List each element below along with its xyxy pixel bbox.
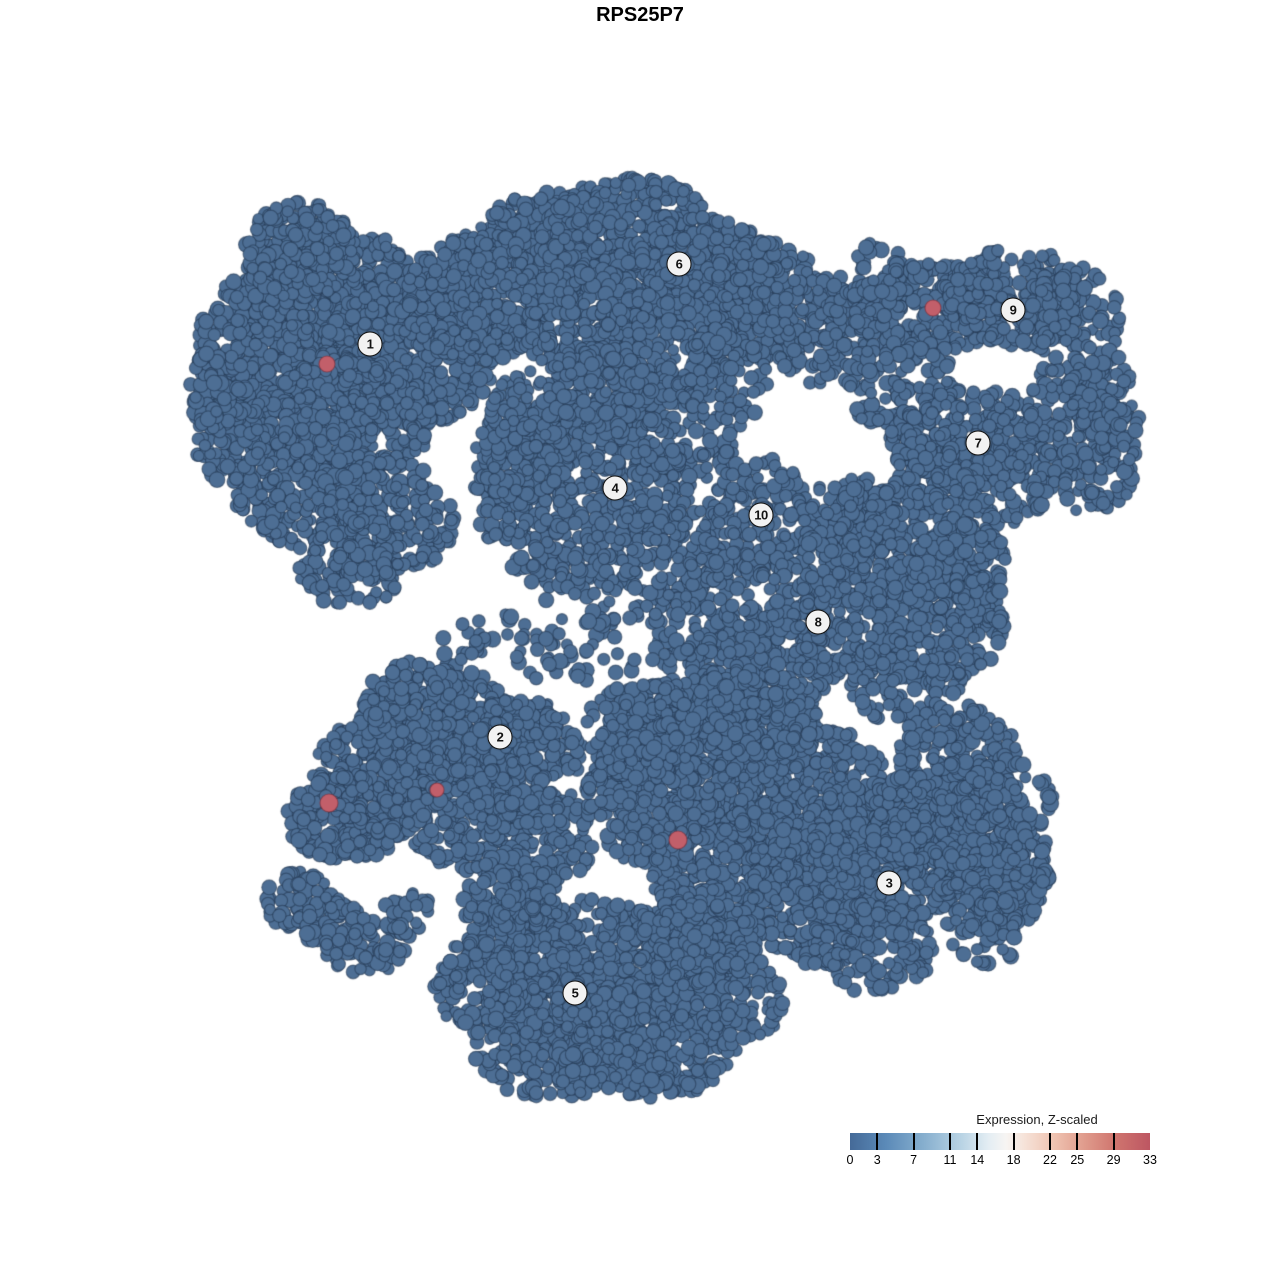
legend-tick-line [949, 1133, 951, 1150]
cluster-label-4: 4 [602, 475, 628, 501]
chart-title: RPS25P7 [596, 4, 684, 26]
cluster-label-5: 5 [562, 980, 588, 1006]
legend-title: Expression, Z-scaled [976, 1112, 1098, 1127]
legend-tick-label: 22 [1043, 1153, 1057, 1167]
cluster-label-6: 6 [666, 251, 692, 277]
legend-tick-label: 33 [1143, 1153, 1157, 1167]
legend-tick-label: 0 [846, 1153, 854, 1167]
legend-tick-label: 14 [970, 1153, 985, 1167]
cluster-label-8: 8 [805, 609, 831, 635]
cluster-label-2: 2 [487, 724, 513, 750]
cluster-label-3: 3 [876, 870, 902, 896]
legend-tick-line [1049, 1133, 1051, 1150]
legend-tick-label: 3 [873, 1153, 881, 1167]
expression-legend: Expression, Z-scaled 0 3 7 11 14 18 22 25 29 33 [846, 1112, 1157, 1172]
legend-tick-line [1012, 1133, 1015, 1150]
legend-tick-label: 29 [1106, 1153, 1121, 1167]
legend-tick-label: 11 [943, 1153, 957, 1167]
cluster-label-9: 9 [1000, 297, 1026, 323]
legend-tick-line [1112, 1133, 1115, 1150]
legend-tick-label: 25 [1070, 1153, 1085, 1167]
legend-tick-line [976, 1133, 979, 1150]
legend-tick-line [1076, 1133, 1079, 1150]
cluster-label-10: 10 [748, 502, 774, 528]
legend-gradient-bar [850, 1133, 1150, 1150]
cluster-label-1: 1 [357, 331, 383, 357]
legend-tick-label: 18 [1006, 1153, 1021, 1167]
legend-tick-line [876, 1133, 879, 1150]
legend-tick-line [912, 1133, 915, 1150]
cluster-label-7: 7 [965, 430, 991, 456]
legend-tick-label: 7 [910, 1153, 918, 1167]
